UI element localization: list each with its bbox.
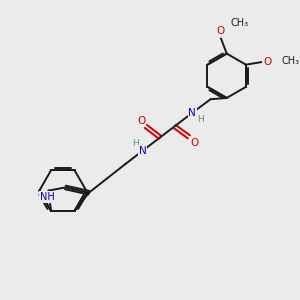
Text: NH: NH: [40, 192, 55, 202]
Text: CH₃: CH₃: [282, 56, 300, 66]
Text: CH₃: CH₃: [231, 18, 249, 28]
Text: H: H: [133, 139, 139, 148]
Text: N: N: [188, 108, 196, 118]
Text: O: O: [137, 116, 145, 126]
Text: H: H: [197, 115, 203, 124]
Text: O: O: [263, 57, 272, 67]
Text: O: O: [217, 26, 225, 36]
Text: N: N: [139, 146, 146, 156]
Text: O: O: [190, 138, 199, 148]
